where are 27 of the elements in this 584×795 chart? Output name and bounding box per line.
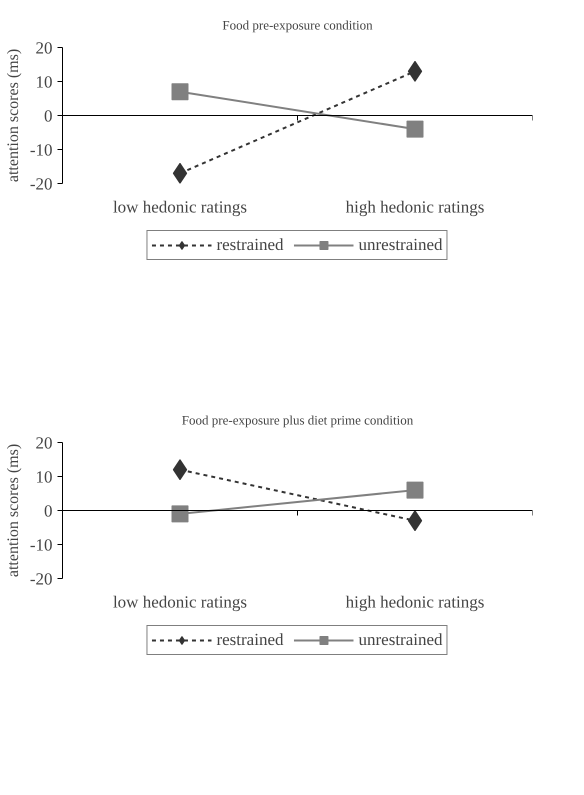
y-tick-label: -10	[30, 140, 53, 160]
legend-label: restrained	[216, 630, 284, 650]
y-tick-label: -20	[30, 174, 53, 194]
y-tick-label: -20	[30, 570, 53, 588]
point	[172, 162, 188, 184]
legend-label: unrestrained	[358, 235, 443, 255]
y-tick-label: 10	[36, 72, 52, 92]
legend-label: unrestrained	[358, 630, 443, 650]
y-tick-label: 20	[36, 434, 52, 452]
point	[406, 120, 424, 138]
x-tick-label: low hedonic ratings	[112, 198, 248, 216]
y-tick-label: 10	[36, 468, 52, 486]
y-axis-title: attention scores (ms)	[4, 48, 22, 182]
x-tick-label: low hedonic ratings	[112, 592, 248, 612]
point	[172, 83, 188, 100]
point	[172, 505, 188, 522]
chart-title: Food pre-exposure plus diet prime condition	[182, 412, 414, 428]
legend-label: restrained	[216, 235, 284, 255]
x-tick-label: high hedonic ratings	[346, 592, 484, 612]
chart-title: Food pre-exposure condition	[222, 18, 374, 32]
y-tick-label: 20	[36, 38, 52, 58]
y-tick-label: -10	[30, 536, 53, 554]
y-tick-label: 0	[44, 502, 52, 520]
y-axis-title: attention scores (ms)	[4, 444, 22, 578]
x-tick-label: high hedonic ratings	[346, 198, 484, 216]
y-tick-label: 0	[44, 106, 52, 126]
point	[406, 482, 424, 499]
